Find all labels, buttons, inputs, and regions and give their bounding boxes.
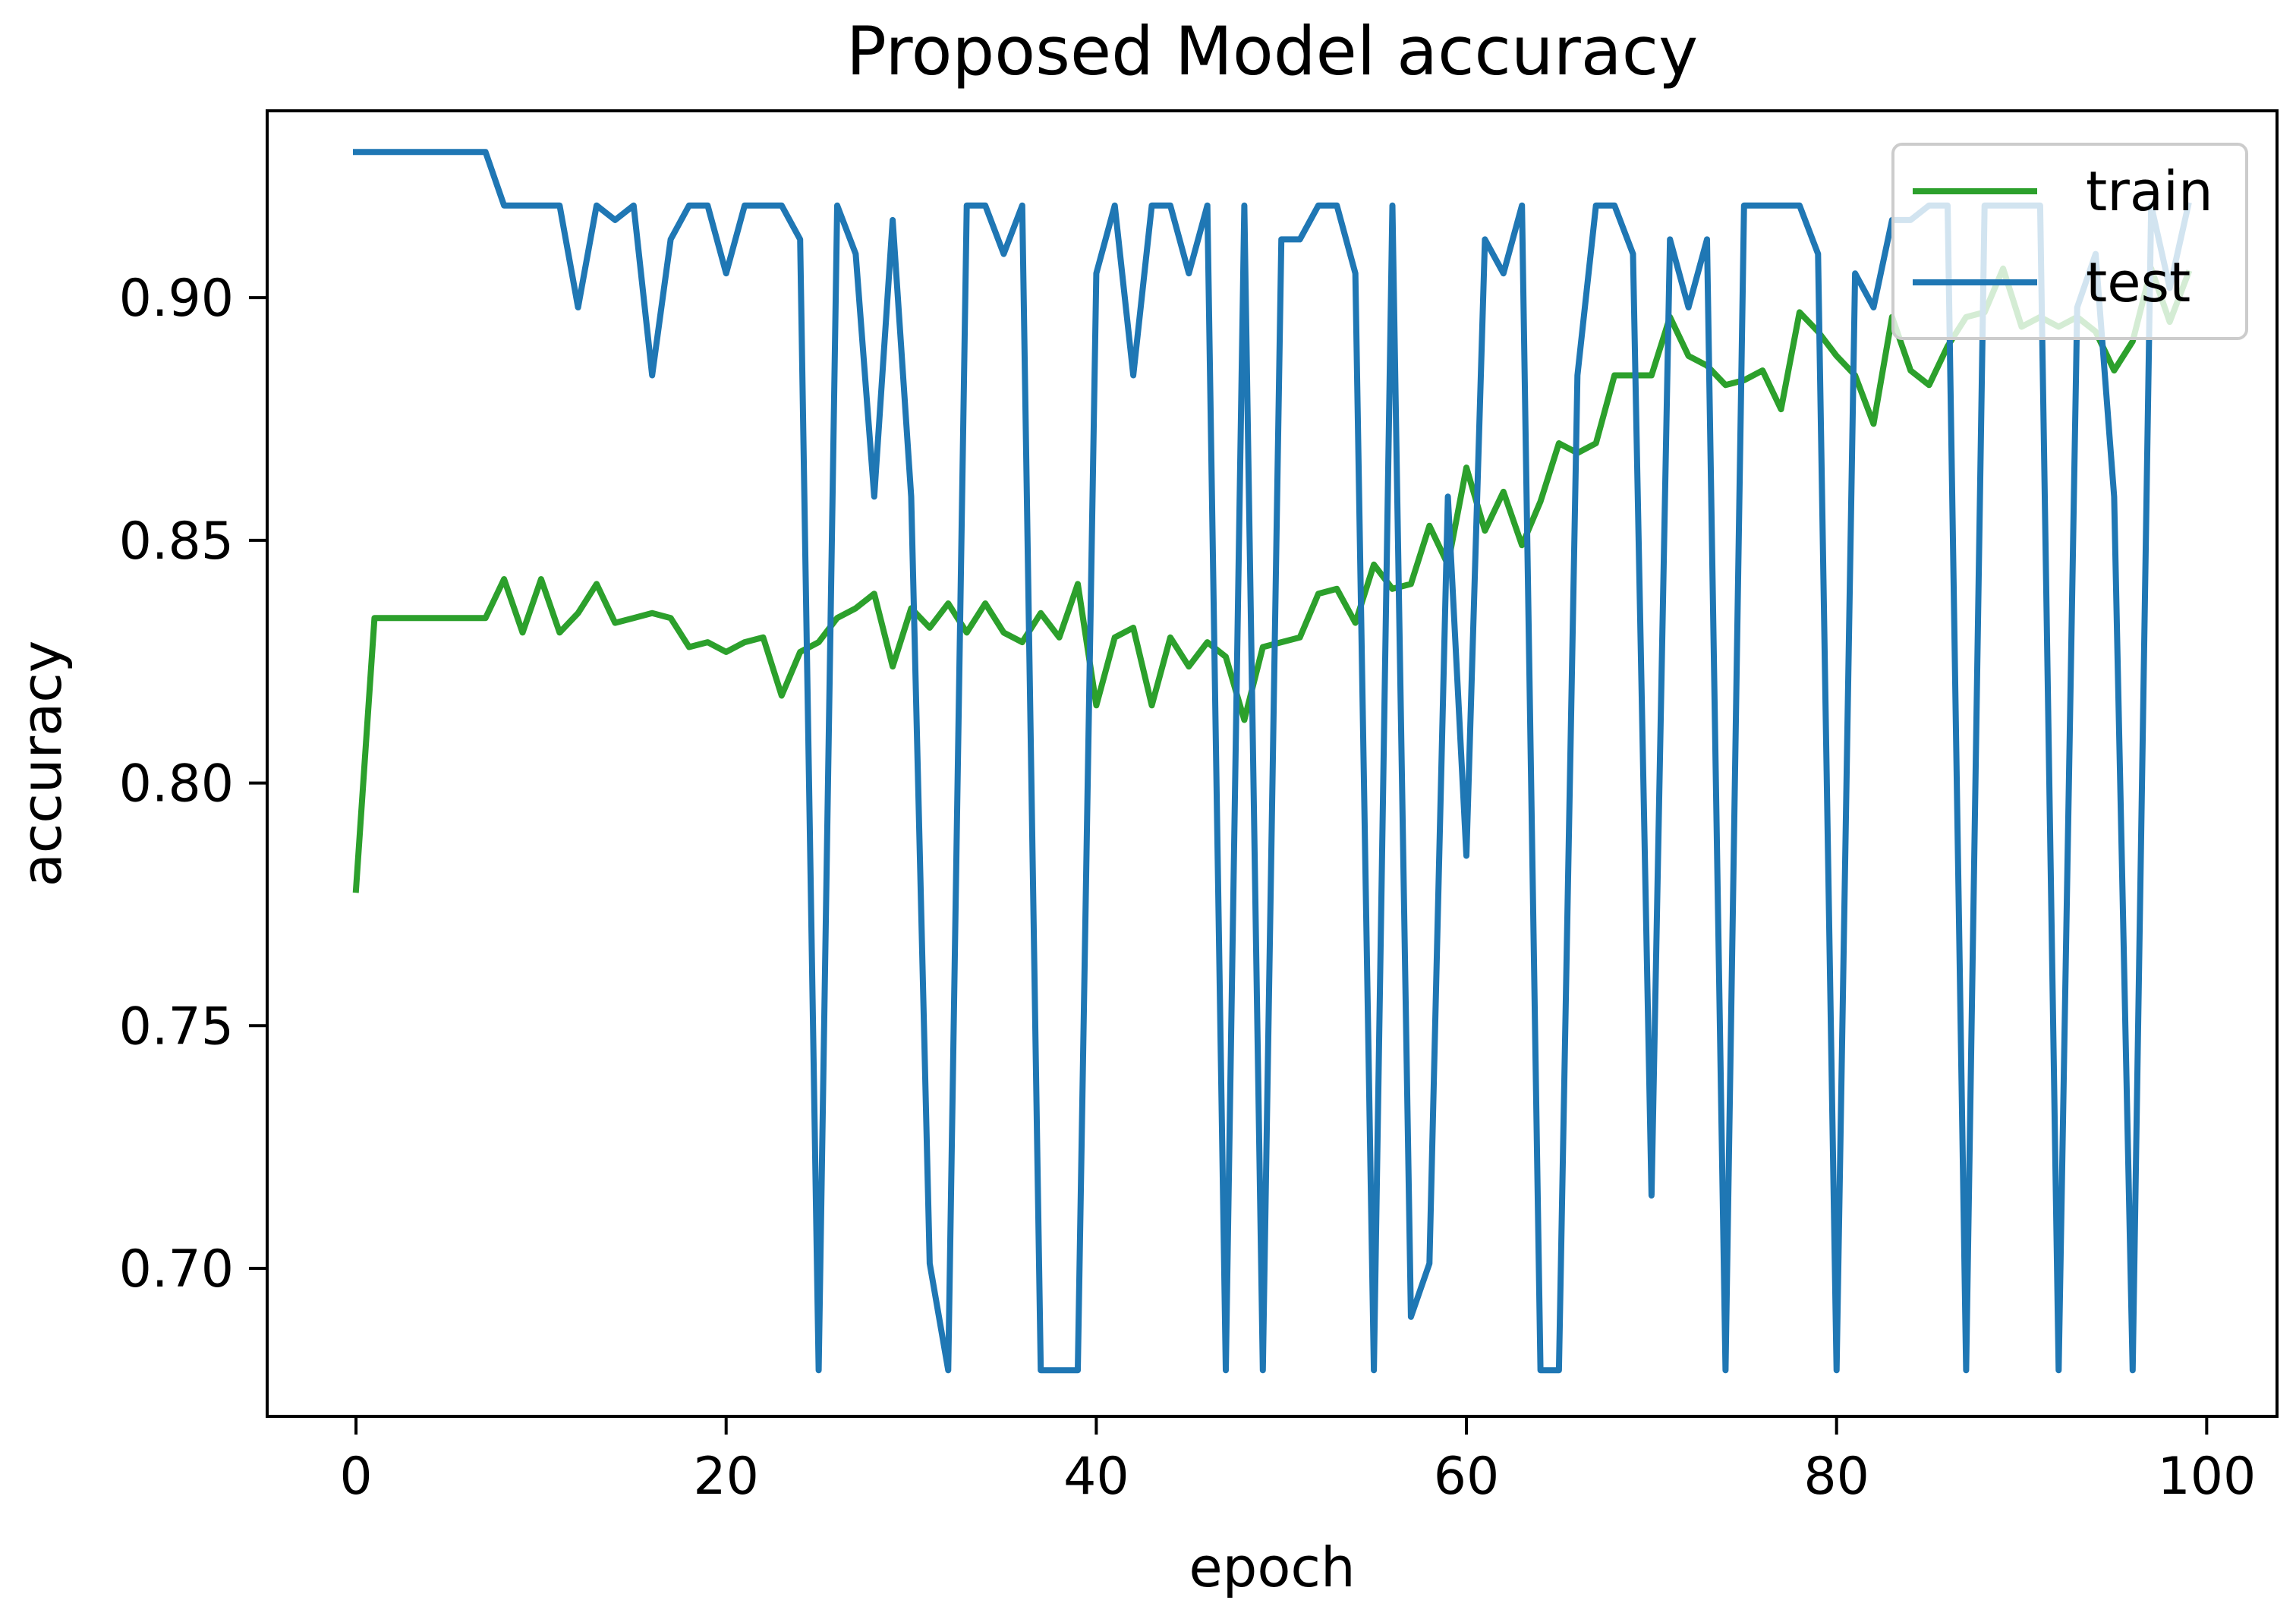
x-tick-label: 100 [2157,1447,2256,1507]
legend-label-train: train [2086,159,2213,223]
plot-lines [352,149,2193,1374]
y-tick-label: 0.70 [119,1239,234,1299]
y-tick-label: 0.85 [119,512,234,572]
x-tick-label: 80 [1803,1447,1869,1507]
y-axis-ticks: 0.70 0.75 0.80 0.85 0.90 [119,269,267,1299]
x-axis-label: epoch [1189,1536,1355,1599]
y-tick-label: 0.90 [119,269,234,329]
x-tick-label: 60 [1434,1447,1500,1507]
series-line-test [353,149,2192,1374]
y-tick-label: 0.80 [119,754,234,814]
legend-label-test: test [2086,250,2190,314]
x-axis-ticks: 0 20 40 60 80 100 [339,1416,2256,1507]
y-tick-label: 0.75 [119,997,234,1057]
legend: train test [1891,143,2248,340]
y-axis-label: accuracy [10,641,74,887]
x-tick-label: 40 [1063,1447,1129,1507]
plot-frame [266,109,2279,1418]
x-tick-label: 20 [693,1447,759,1507]
x-tick-label: 0 [339,1447,372,1507]
chart-title: Proposed Model accuracy [846,12,1698,90]
